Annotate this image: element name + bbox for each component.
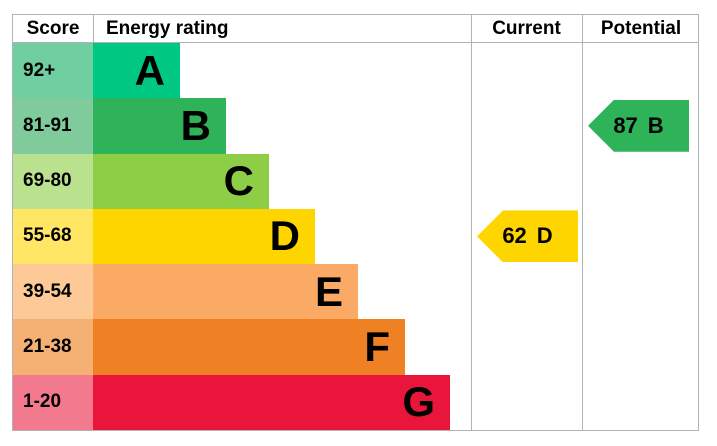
epc-table: Score Energy rating Current Potential 92…	[12, 14, 699, 431]
band-bar: F	[93, 319, 405, 375]
score-range-label: 55-68	[23, 225, 72, 247]
score-range-label: 1-20	[23, 391, 62, 413]
table-header: Score Energy rating Current Potential	[13, 15, 698, 43]
score-cell: 69-80	[13, 153, 93, 209]
band-row-c: 69-80 C	[13, 153, 698, 209]
band-bar: B	[93, 98, 226, 154]
band-row-g: 1-20 G	[13, 374, 698, 430]
score-cell: 55-68	[13, 208, 93, 265]
current-column-header: Current	[492, 18, 561, 39]
band-row-d: 55-68 D	[13, 208, 698, 265]
band-bar: D	[93, 208, 315, 265]
energy-rating-column-header: Energy rating	[106, 18, 229, 39]
band-letter: G	[402, 378, 435, 426]
score-range-label: 21-38	[23, 336, 72, 358]
score-cell: 39-54	[13, 264, 93, 320]
potential-column-divider	[582, 15, 583, 430]
band-bar: A	[93, 43, 180, 99]
current-rating-letter: D	[536, 223, 553, 249]
score-column-header: Score	[26, 18, 80, 39]
band-row-b: 81-91 B	[13, 98, 698, 154]
band-letter: A	[134, 46, 165, 94]
score-cell: 1-20	[13, 374, 93, 430]
score-range-label: 69-80	[23, 170, 72, 192]
current-rating-value: 62	[502, 223, 527, 249]
potential-rating-letter: B	[647, 112, 664, 138]
score-range-label: 92+	[23, 59, 56, 81]
band-row-a: 92+ A	[13, 43, 698, 99]
band-letter: F	[364, 323, 390, 371]
band-bar: G	[93, 374, 450, 430]
current-column-divider	[471, 15, 472, 430]
band-row-e: 39-54 E	[13, 264, 698, 320]
score-cell: 81-91	[13, 98, 93, 154]
band-rows: 92+ A 81-91 B 69-80 C 55-68 D 39-54 E 21…	[13, 43, 698, 430]
score-cell: 21-38	[13, 319, 93, 375]
band-bar: E	[93, 264, 358, 320]
score-cell: 92+	[13, 43, 93, 99]
score-header-divider	[93, 15, 94, 42]
band-letter: D	[269, 212, 300, 260]
band-bar: C	[93, 153, 269, 209]
score-range-label: 39-54	[23, 280, 72, 302]
band-letter: B	[180, 101, 211, 149]
band-row-f: 21-38 F	[13, 319, 698, 375]
band-letter: C	[223, 157, 254, 205]
score-range-label: 81-91	[23, 114, 72, 136]
potential-rating-arrow: 87 B	[588, 99, 689, 152]
potential-rating-value: 87	[613, 112, 638, 138]
potential-column-header: Potential	[600, 18, 682, 39]
band-letter: E	[314, 267, 343, 315]
